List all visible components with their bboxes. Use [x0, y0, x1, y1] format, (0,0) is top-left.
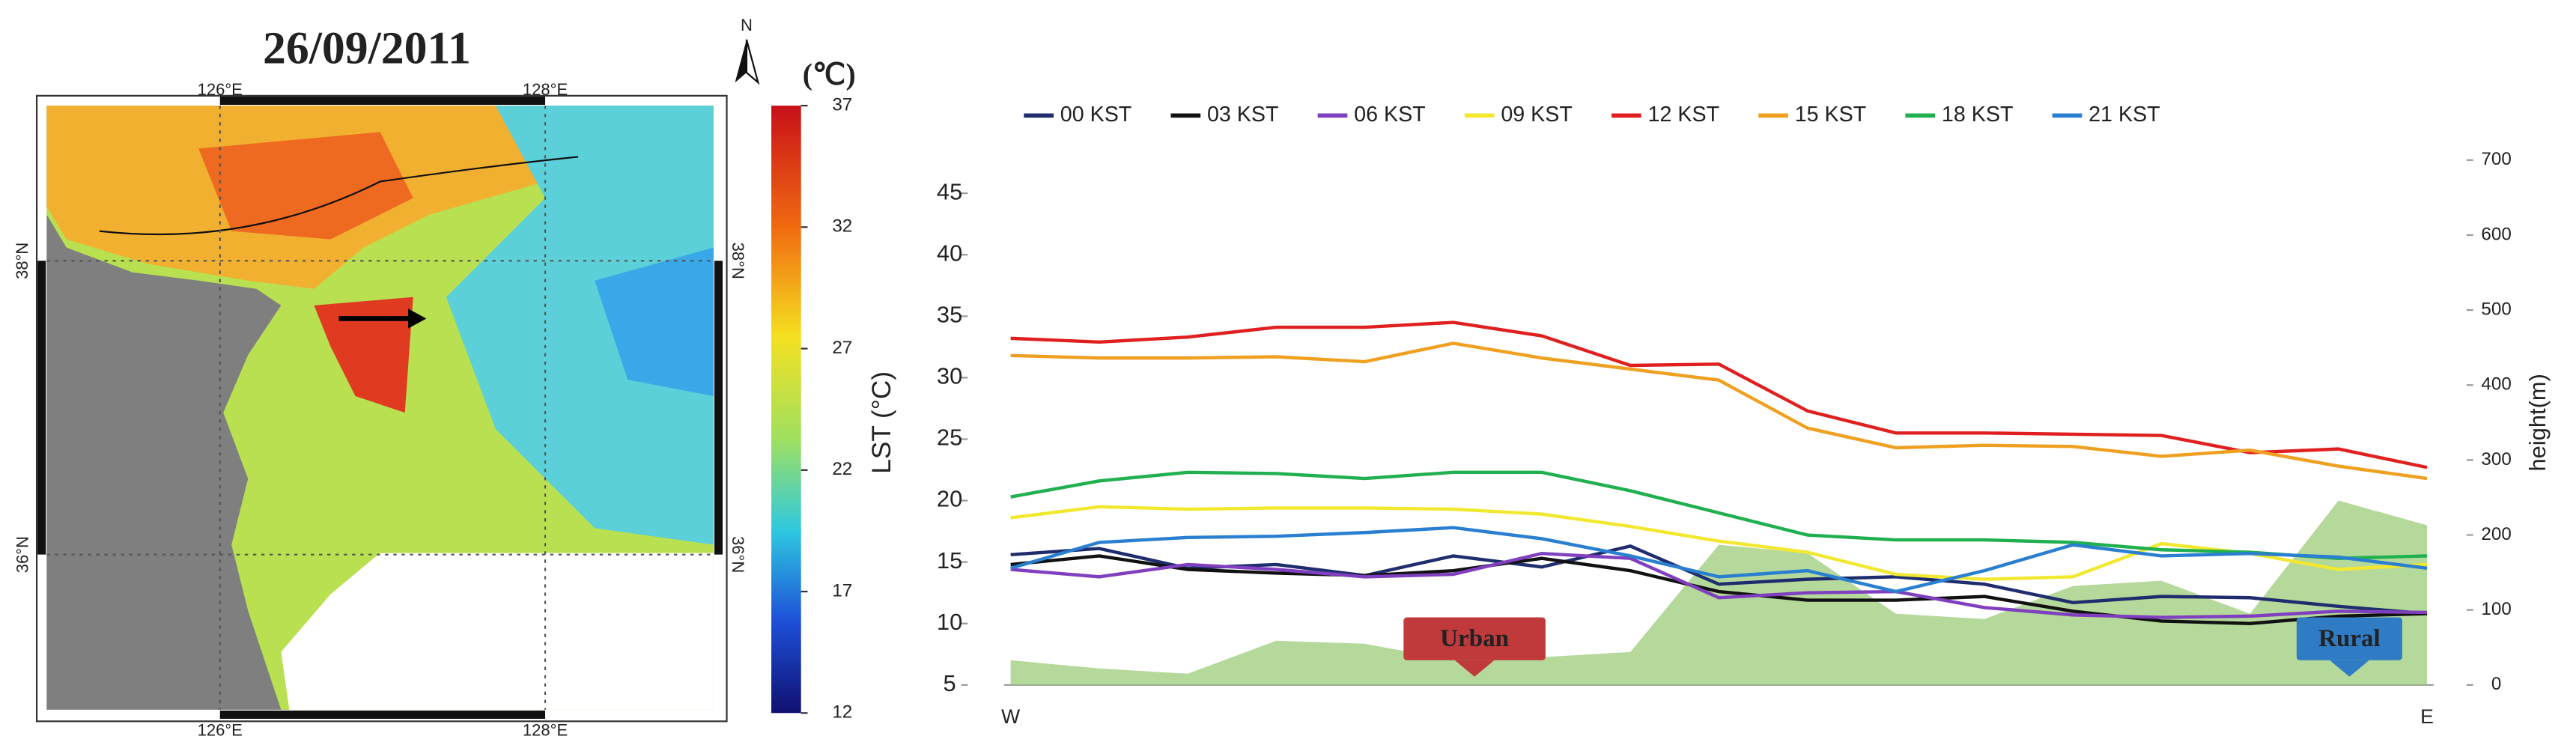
legend-label: 18 KST	[1942, 103, 2014, 127]
series-line	[1010, 544, 2428, 615]
north-label: N	[741, 16, 753, 34]
x-tick-label: W	[1001, 705, 1020, 728]
y-tick-label: 5	[944, 670, 956, 696]
lon-label: 128°E	[523, 80, 568, 99]
colorbar	[771, 106, 801, 714]
series-line	[1010, 554, 2428, 625]
y2-tick-label: 700	[2481, 149, 2511, 169]
y2-tick-label: 400	[2481, 374, 2511, 395]
callout-box	[2296, 617, 2402, 660]
map-frame	[35, 94, 728, 723]
colorbar-tick-label: 37	[832, 94, 852, 115]
y-tick-label: 20	[937, 486, 962, 512]
callout-label: Rural	[2318, 625, 2381, 652]
x-tick-label: E	[2420, 705, 2434, 728]
colorbar-unit: (℃)	[803, 58, 856, 91]
map-urban-zone	[314, 297, 413, 413]
lon-label: 128°E	[523, 720, 568, 739]
y2-tick-label: 600	[2481, 224, 2511, 244]
map-nodata	[281, 553, 714, 710]
series-line	[1010, 551, 2428, 619]
legend-label: 15 KST	[1795, 103, 1867, 127]
callout-box	[1403, 617, 1546, 660]
lon-label: 126°E	[198, 720, 243, 739]
north-arrow	[745, 39, 760, 85]
lon-label: 126°E	[198, 80, 243, 99]
map: 26/09/2011 126°E 128°E 126°E 128°E 38°N …	[13, 16, 855, 739]
y2-tick-label: 200	[2481, 524, 2511, 544]
y-tick-label: 15	[937, 547, 962, 574]
legend-label: 00 KST	[1060, 103, 1132, 127]
y-tick-label: 40	[937, 240, 962, 266]
callout-label: Urban	[1440, 625, 1509, 652]
legend-label: 12 KST	[1648, 103, 1720, 127]
colorbar-tick-label: 17	[832, 580, 852, 601]
legend-label: 21 KST	[2089, 103, 2160, 127]
legend-label: 03 KST	[1207, 103, 1279, 127]
y-axis-label: LST (°C)	[867, 371, 896, 474]
legend-label: 06 KST	[1354, 103, 1426, 127]
map-cool-zone	[446, 106, 714, 545]
series-line	[1010, 341, 2428, 481]
coastline	[99, 156, 579, 236]
lat-label: 36°N	[729, 536, 747, 573]
colorbar-tick-label: 32	[832, 216, 852, 237]
callout-pointer	[1454, 660, 1495, 677]
legend-label: 09 KST	[1501, 103, 1573, 127]
lat-label: 38°N	[729, 243, 747, 279]
callout-pointer	[2329, 660, 2369, 677]
y-tick-label: 45	[937, 178, 962, 204]
series-line	[1010, 505, 2428, 581]
y-tick-label: 10	[937, 609, 962, 635]
y-tick-label: 35	[937, 301, 962, 327]
colorbar-tick-label: 12	[832, 702, 852, 723]
y2-tick-label: 500	[2481, 300, 2511, 320]
colorbar-tick-label: 27	[832, 338, 852, 358]
y2-tick-label: 0	[2491, 674, 2501, 694]
y2-axis-label: height(m)	[2524, 374, 2551, 471]
transect-arrow-head	[408, 308, 427, 329]
map-hot-zone	[198, 132, 413, 240]
y-tick-label: 25	[937, 425, 962, 451]
series-line	[1010, 526, 2428, 594]
north-arrow	[735, 39, 747, 83]
map-cold-zone	[595, 247, 714, 397]
series-line	[1010, 320, 2428, 469]
map-title: 26/09/2011	[263, 23, 471, 74]
y2-tick-label: 100	[2481, 599, 2511, 619]
y-tick-label: 30	[937, 363, 962, 389]
y2-tick-label: 300	[2481, 449, 2511, 469]
lat-label: 38°N	[13, 243, 31, 279]
lat-label: 36°N	[13, 536, 31, 573]
series-line	[1010, 470, 2428, 560]
colorbar-tick-label: 22	[832, 459, 852, 479]
